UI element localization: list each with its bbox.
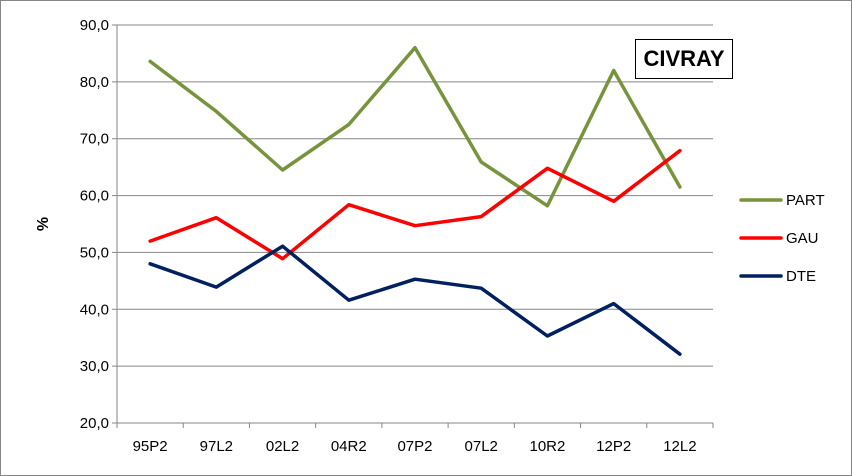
series-lines [148,45,682,356]
tick-labels: 20,0 30,0 40,0 50,0 60,0 70,0 80,0 90,0 95P2 97L2… [80,17,697,455]
y-tick-label: 70,0 [80,131,109,148]
legend-label-gau: GAU [786,230,819,247]
legend: PART GAU DTE [739,192,825,285]
y-tick-label: 30,0 [80,358,109,375]
chart-title: CIVRAY [635,39,733,79]
axes [112,24,714,428]
x-tick-label: 97L2 [200,438,233,455]
x-tick-label: 95P2 [133,438,168,455]
x-tick-label: 02L2 [266,438,299,455]
y-tick-label: 60,0 [80,188,109,205]
y-tick-label: 50,0 [80,244,109,261]
gridlines [117,24,713,367]
legend-label-dte: DTE [786,268,816,285]
y-tick-label: 20,0 [80,415,109,432]
y-tick-label: 90,0 [80,17,109,34]
x-tick-label: 10R2 [530,438,566,455]
series-line-part [148,45,682,208]
x-tick-label: 04R2 [331,438,367,455]
x-tick-label: 12L2 [663,438,696,455]
x-tick-label: 07L2 [465,438,498,455]
y-tick-label: 40,0 [80,301,109,318]
y-tick-label: 80,0 [80,74,109,91]
x-tick-label: 12P2 [596,438,631,455]
series-line-gau [148,148,682,261]
series-line-dte [148,244,682,356]
y-axis-title: % [35,217,52,231]
x-tick-label: 07P2 [397,438,432,455]
legend-label-part: PART [786,192,825,209]
